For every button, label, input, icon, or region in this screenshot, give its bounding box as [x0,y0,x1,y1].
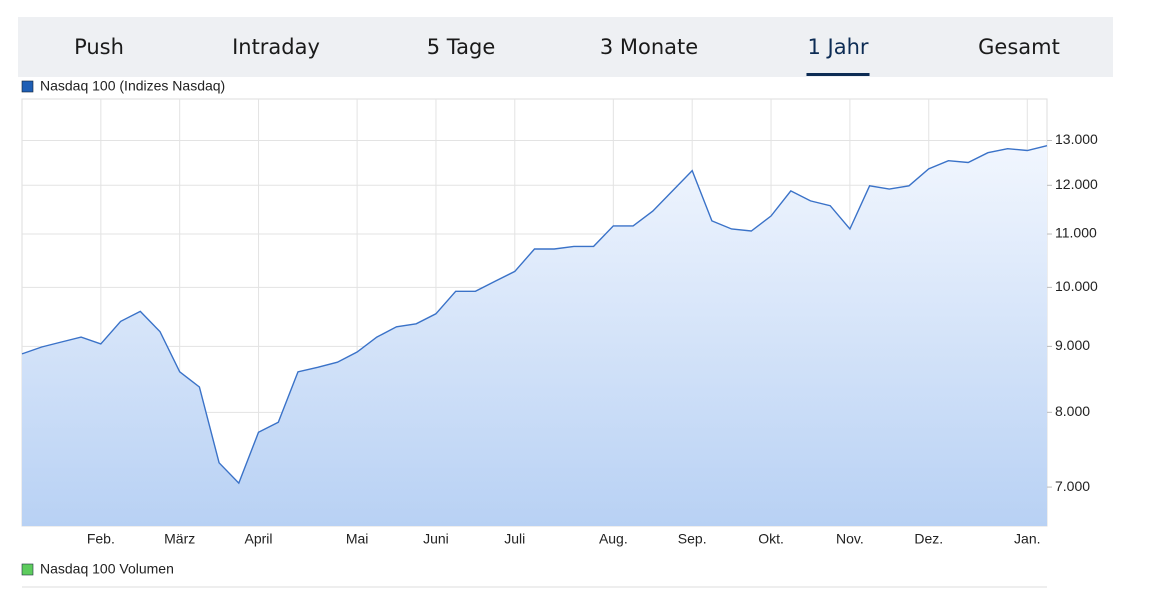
y-tick-label: 12.000 [1055,176,1098,192]
x-tick-label: April [245,531,273,547]
x-tick-label: März [164,531,195,547]
tab[interactable]: 5 Tage [427,35,496,59]
x-tick-label: Jan. [1014,531,1040,547]
y-tick-label: 9.000 [1055,337,1090,353]
labels: 7.000 8.000 9.000 10.000 11.000 12.000 13.000 F… [87,131,1098,547]
x-tick-label: Juli [504,531,525,547]
tab[interactable]: 3 Monate [600,35,698,59]
x-tick-label: Dez. [914,531,943,547]
x-tick-label: Sep. [678,531,707,547]
tab-underline [806,73,870,76]
x-tick-label: Aug. [599,531,628,547]
y-tick-label: 10.000 [1055,278,1098,294]
legend-swatch [21,80,34,93]
y-tick-label: 8.000 [1055,403,1090,419]
tab[interactable]: 1 Jahr [807,35,868,59]
x-tick-label: Feb. [87,531,115,547]
tab[interactable]: Push [74,35,124,59]
volume-label: Nasdaq 100 Volumen [40,561,174,577]
tab[interactable]: Gesamt [978,35,1060,59]
x-tick-label: Mai [346,531,369,547]
tab-bar [18,17,1113,77]
y-tick-label: 7.000 [1055,478,1090,494]
line [21,145,1048,485]
volume-swatch [21,563,34,576]
legend-label: Nasdaq 100 (Indizes Nasdaq) [40,78,225,94]
tab[interactable]: Intraday [232,35,320,59]
x-tick-label: Nov. [836,531,864,547]
marks [21,145,1048,526]
y-tick-label: 11.000 [1055,225,1097,241]
y-tick-label: 13.000 [1055,131,1098,147]
area [22,145,1047,526]
x-tick-label: Juni [423,531,449,547]
tabs: Push Intraday 5 Tage 3 Monate 1 Jahr Gesamt [74,35,1060,76]
x-tick-label: Okt. [758,531,784,547]
